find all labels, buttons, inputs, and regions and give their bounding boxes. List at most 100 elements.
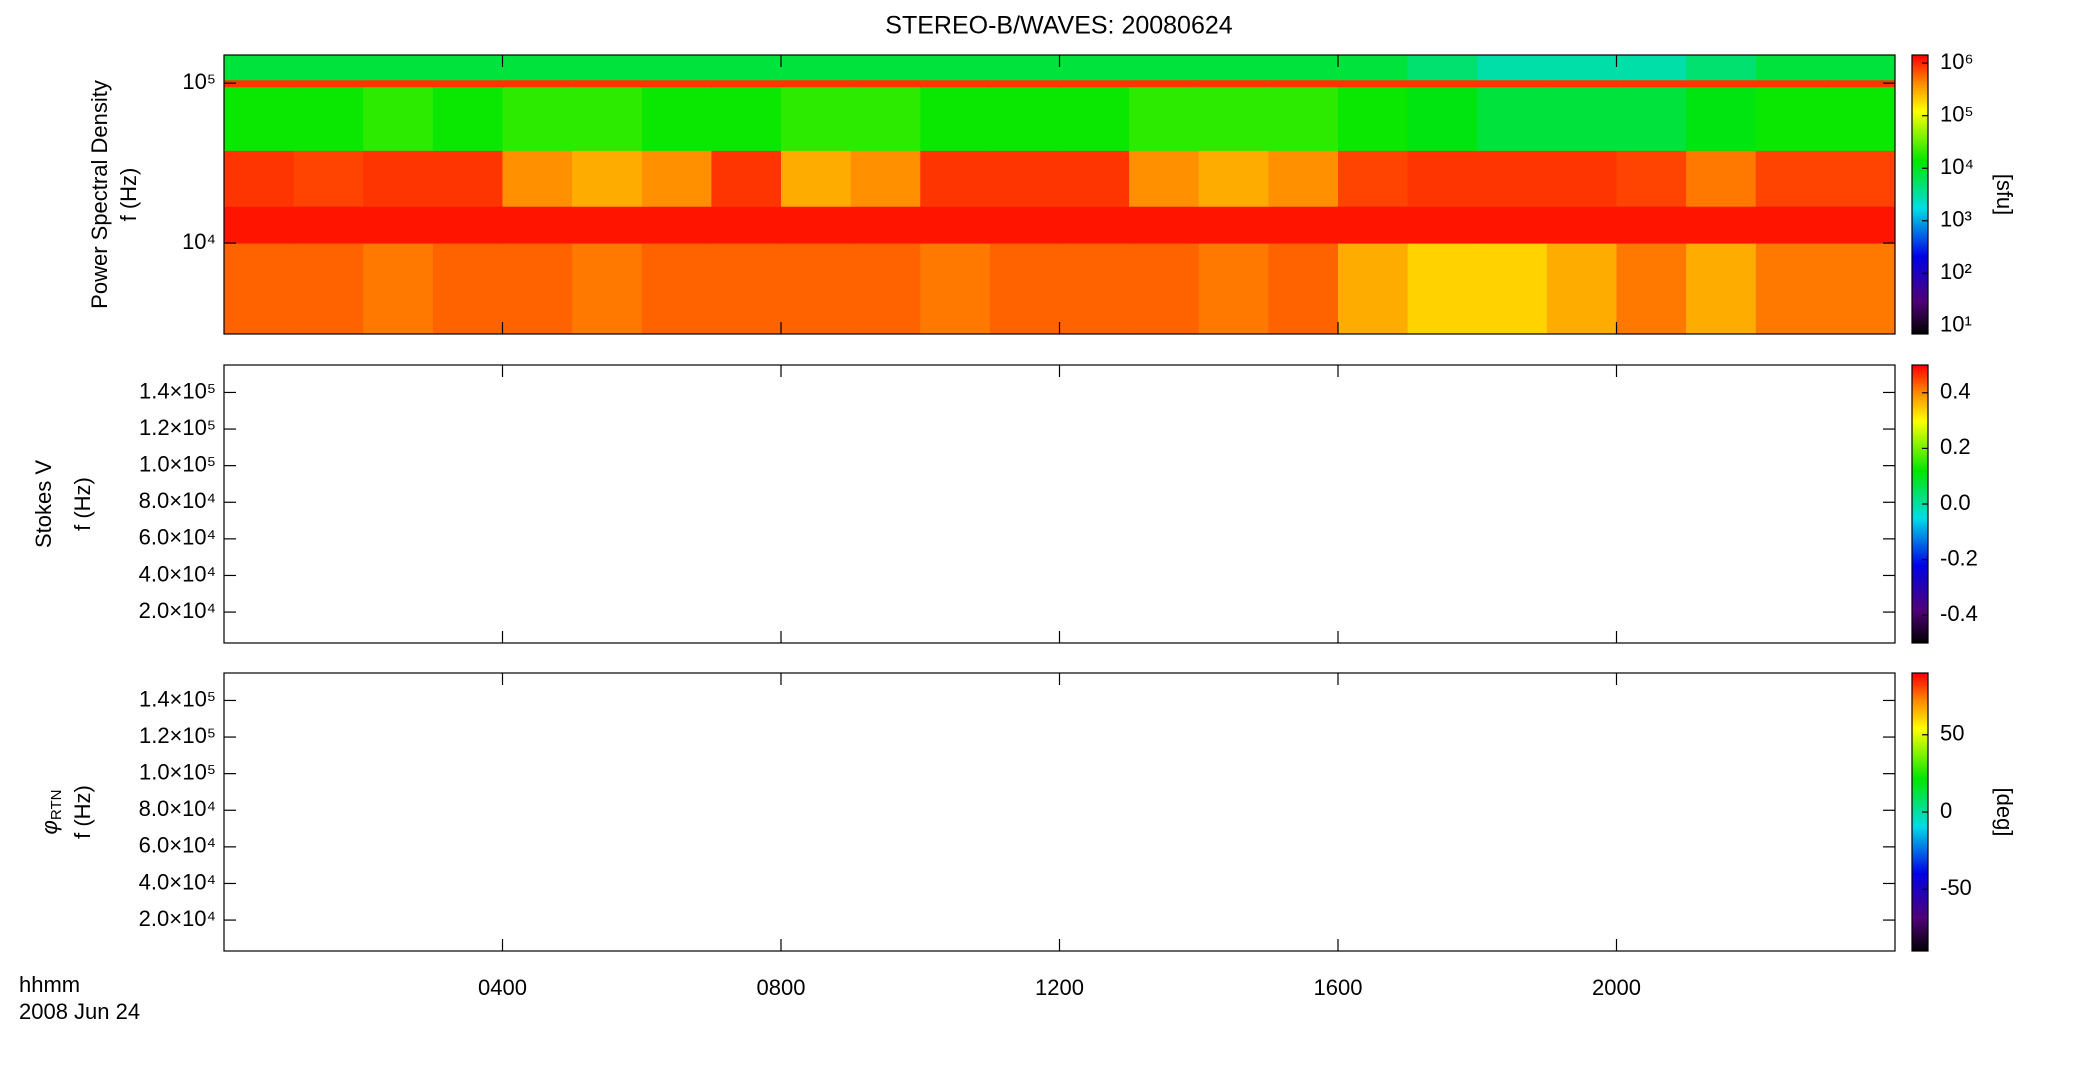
heatmap-cell <box>502 79 573 88</box>
heatmap-cell <box>850 55 921 81</box>
colorbar-swatch <box>1912 728 1928 732</box>
colorbar-swatch <box>1912 897 1928 901</box>
colorbar-swatch <box>1912 369 1928 373</box>
heatmap-cell <box>432 86 503 151</box>
colorbar-swatch <box>1912 717 1928 720</box>
colorbar-swatch <box>1912 61 1928 65</box>
y-tick-label: 4.0×10⁴ <box>139 561 216 586</box>
heatmap-cell <box>1546 79 1617 88</box>
colorbar-swatch <box>1912 471 1928 475</box>
colorbar-swatch <box>1912 835 1928 838</box>
heatmap-cell <box>920 206 991 244</box>
colorbar-swatch <box>1912 610 1928 614</box>
colorbar-swatch <box>1912 85 1928 89</box>
y-tick-label: 10⁵ <box>182 69 216 94</box>
colorbar-swatch <box>1912 108 1928 112</box>
heatmap-cell <box>1129 206 1200 244</box>
colorbar-swatch <box>1912 913 1928 917</box>
colorbar-swatch <box>1912 686 1928 690</box>
heatmap-cell <box>1268 79 1339 88</box>
heatmap-cell <box>1755 243 1826 335</box>
colorbar-swatch <box>1912 758 1928 762</box>
colorbar-swatch <box>1912 893 1928 896</box>
colorbar-swatch <box>1912 268 1928 272</box>
heatmap-cell <box>1407 86 1478 151</box>
heatmap-cell <box>1268 206 1339 244</box>
colorbar-swatch <box>1912 485 1928 489</box>
colorbar-swatch <box>1912 925 1928 929</box>
colorbar-swatch <box>1912 580 1928 584</box>
heatmap-cell <box>989 55 1060 81</box>
heatmap-cell <box>1686 243 1757 335</box>
y-axis-label: φRTN <box>37 790 65 835</box>
colorbar-swatch <box>1912 371 1928 375</box>
colorbar-swatch <box>1912 520 1928 524</box>
colorbar-swatch <box>1912 545 1928 549</box>
colorbar-swatch <box>1912 464 1928 468</box>
colorbar-swatch <box>1912 754 1928 757</box>
colorbar-swatch <box>1912 832 1928 836</box>
y-tick-label: 1.4×10⁵ <box>139 378 216 403</box>
colorbar-swatch <box>1912 171 1928 175</box>
colorbar-swatch <box>1912 196 1928 200</box>
colorbar-swatch <box>1912 478 1928 482</box>
colorbar-swatch <box>1912 677 1928 681</box>
heatmap-cell <box>1059 86 1130 151</box>
colorbar-swatch <box>1912 791 1928 794</box>
heatmap-cell <box>1825 55 1896 81</box>
colorbar-swatch <box>1912 742 1928 746</box>
colorbar-swatch <box>1912 101 1928 105</box>
colorbar-swatch <box>1912 476 1928 480</box>
colorbar-swatch <box>1912 106 1928 109</box>
heatmap-cell <box>1825 150 1896 207</box>
colorbar-swatch <box>1912 605 1928 609</box>
colorbar-tick-label: 50 <box>1940 721 1964 746</box>
heatmap-cell <box>1686 206 1757 244</box>
heatmap-cell <box>572 86 643 151</box>
colorbar-swatch <box>1912 837 1928 841</box>
colorbar-swatch <box>1912 696 1928 699</box>
colorbar-swatch <box>1912 115 1928 119</box>
colorbar-swatch <box>1912 278 1928 282</box>
colorbar-swatch <box>1912 480 1928 484</box>
colorbar-swatch <box>1912 459 1928 463</box>
colorbar-swatch <box>1912 770 1928 774</box>
heatmap-cell <box>781 243 852 335</box>
y-tick-label: 6.0×10⁴ <box>139 833 216 858</box>
colorbar-swatch <box>1912 422 1928 426</box>
colorbar-swatch <box>1912 385 1928 389</box>
colorbar-tick-label: 0 <box>1940 798 1952 823</box>
x-tick-label: 2000 <box>1592 975 1641 1000</box>
heatmap-cell <box>1129 243 1200 335</box>
heatmap-cell <box>1546 86 1617 151</box>
heatmap-cell <box>363 86 434 151</box>
heatmap-cell <box>850 79 921 88</box>
colorbar-swatch <box>1912 564 1928 568</box>
heatmap-cell <box>572 206 643 244</box>
colorbar-swatch <box>1912 446 1928 449</box>
colorbar-swatch <box>1912 911 1928 915</box>
heatmap-cell <box>1755 55 1826 81</box>
colorbar-swatch <box>1912 409 1928 412</box>
colorbar-swatch <box>1912 890 1928 894</box>
heatmap-cell <box>850 150 921 207</box>
colorbar-swatch <box>1912 772 1928 776</box>
heatmap-cell <box>572 150 643 207</box>
colorbar-swatch <box>1912 55 1928 58</box>
colorbar-tick-label: -0.4 <box>1940 601 1978 626</box>
colorbar-swatch <box>1912 259 1928 263</box>
colorbar-swatch <box>1912 673 1928 676</box>
heatmap-cell <box>363 79 434 88</box>
colorbar-swatch <box>1912 626 1928 630</box>
heatmap-cell <box>1198 55 1269 81</box>
colorbar-swatch <box>1912 208 1928 212</box>
colorbar-swatch <box>1912 89 1928 93</box>
heatmap-cell <box>711 86 782 151</box>
colorbar-swatch <box>1912 559 1928 563</box>
colorbar-swatch <box>1912 271 1928 275</box>
colorbar-swatch <box>1912 617 1928 621</box>
heatmap-cell <box>989 150 1060 207</box>
heatmap-cell <box>363 150 434 207</box>
colorbar-swatch <box>1912 285 1928 288</box>
colorbar-swatch <box>1912 415 1928 419</box>
